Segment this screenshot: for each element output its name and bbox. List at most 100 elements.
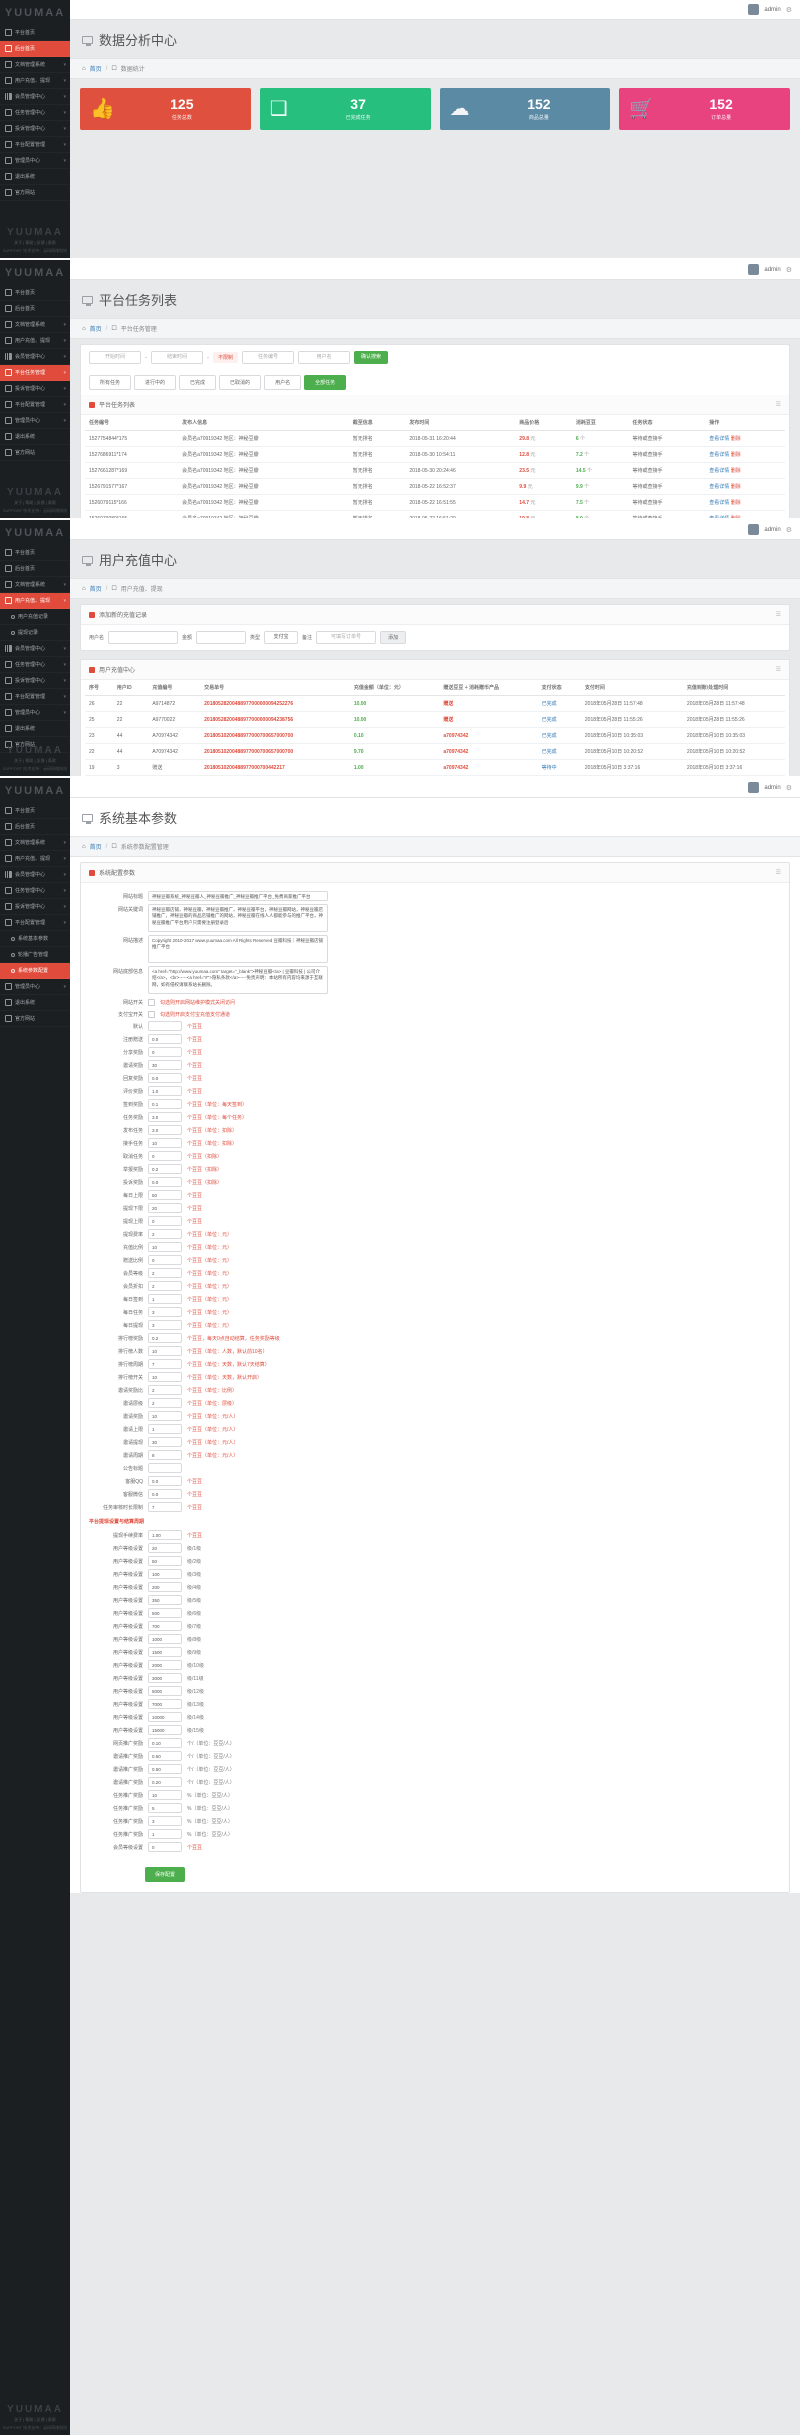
delete-link[interactable]: 删除 — [730, 484, 741, 490]
sidebar-item-7[interactable]: 平台配置管理 ▾ — [0, 397, 70, 413]
breadcrumb-home[interactable]: 首页 — [89, 67, 102, 73]
task-tab-3[interactable]: 已取消的 — [219, 375, 262, 390]
panel-collapse-icon[interactable]: ☰ — [775, 667, 781, 673]
sidebar-item-10[interactable]: 系统参数配置 — [0, 963, 70, 979]
table-row[interactable]: 1526079115*166 会员名a70919342 地区：神秘豆瓣 暂无排名 20… — [85, 494, 785, 511]
sidebar-item-9[interactable]: 轮播广告管理 — [0, 947, 70, 963]
sidebar-nav[interactable]: 平台首页 后台首页 文档管理系统 ▾ 用户充值、提现 ▾ 会员管理中心 ▾ 平台任务管理 ▾ 投诉管… — [0, 285, 70, 461]
sidebar-item-5[interactable]: 提现记录 — [0, 625, 70, 641]
table-row[interactable]: 25 22 A9770022 2018052820048897700000009423… — [85, 711, 785, 728]
sidebar-item-5[interactable]: 平台任务管理 ▾ — [0, 365, 70, 381]
footer-links[interactable]: 关于 | 帮助 | 反馈 | 条款 — [14, 240, 56, 245]
settings-input[interactable]: 7 — [148, 1358, 182, 1369]
settings-input[interactable]: 30 — [148, 1059, 182, 1070]
task-tab-4[interactable]: 用户名 — [264, 375, 302, 390]
view-detail-link[interactable]: 查看详情 — [709, 468, 730, 474]
settings-input[interactable]: 0.0 — [148, 1033, 182, 1044]
amount-input[interactable] — [196, 631, 247, 644]
type-select[interactable]: 支付宝 — [264, 631, 299, 644]
sidebar-item-3[interactable]: 用户充值、提现 ▾ — [0, 593, 70, 609]
sidebar-item-4[interactable]: 用户充值记录 — [0, 609, 70, 625]
settings-input[interactable]: 30 — [148, 1436, 182, 1447]
end-date-input[interactable]: 结束时间 — [151, 351, 203, 364]
settings-input[interactable]: 3.0 — [148, 1111, 182, 1122]
settings-input[interactable]: 1500 — [148, 1646, 182, 1657]
settings-input[interactable]: 20 — [148, 1202, 182, 1213]
sidebar-item-3[interactable]: 用户充值、提现 ▾ — [0, 333, 70, 349]
sidebar-item-1[interactable]: 后台首页 — [0, 301, 70, 317]
settings-input[interactable]: 0.2 — [148, 1332, 182, 1343]
settings-input[interactable]: 2 — [148, 1228, 182, 1239]
sidebar-nav[interactable]: 平台首页 后台首页 文档管理系统 ▾ 用户充值、提现 ▾ 会员管理中心 ▾ 任务管理中心 ▾ 投诉管… — [0, 803, 70, 1027]
settings-input[interactable]: 神秘豆瓣店铺，神秘豆瓣，神秘豆瓣推广，神秘豆瓣平台，神秘豆瓣网站，神秘豆瓣店铺推… — [148, 903, 328, 932]
sidebar-item-2[interactable]: 文档管理系统 ▾ — [0, 577, 70, 593]
search-button[interactable]: 确认搜索 — [354, 351, 389, 364]
gear-icon[interactable]: ⚙ — [785, 6, 792, 14]
settings-input[interactable]: 1 — [148, 1828, 182, 1839]
sidebar-item-13[interactable]: 官方网站 — [0, 1011, 70, 1027]
table-row[interactable]: 1526791577*167 会员名a70919342 地区：神秘豆瓣 暂无排名 20… — [85, 478, 785, 495]
avatar[interactable] — [748, 782, 760, 793]
settings-input[interactable]: 0.1 — [148, 1098, 182, 1109]
settings-input[interactable]: 3 — [148, 1306, 182, 1317]
sidebar-item-10[interactable]: 官方网站 — [0, 445, 70, 461]
view-detail-link[interactable]: 查看详情 — [709, 500, 730, 506]
stat-card-1[interactable]: ❑ 37 已完成任务 — [259, 88, 431, 130]
sidebar-item-0[interactable]: 平台首页 — [0, 803, 70, 819]
settings-input[interactable]: 0.10 — [148, 1737, 182, 1748]
footer-links[interactable]: 关于 | 帮助 | 反馈 | 条款 — [14, 2417, 56, 2422]
settings-input[interactable]: 0.50 — [148, 1750, 182, 1761]
sidebar-item-8[interactable]: 投诉管理中心 ▾ — [0, 673, 70, 689]
gear-icon[interactable]: ⚙ — [785, 784, 792, 792]
sidebar-item-1[interactable]: 后台首页 — [0, 819, 70, 835]
settings-input[interactable]: 0 — [148, 1841, 182, 1852]
footer-links[interactable]: 关于 | 帮助 | 反馈 | 条款 — [14, 758, 56, 763]
sidebar-item-2[interactable]: 文档管理系统 ▾ — [0, 835, 70, 851]
task-tab-1[interactable]: 进行中的 — [134, 375, 177, 390]
settings-input[interactable]: 0.2 — [148, 1163, 182, 1174]
settings-input[interactable]: 10 — [148, 1789, 182, 1800]
settings-input[interactable]: 8 — [148, 1449, 182, 1460]
gear-icon[interactable]: ⚙ — [785, 526, 792, 534]
topbar-username[interactable]: admin — [764, 784, 781, 791]
sidebar-item-1[interactable]: 后台首页 — [0, 561, 70, 577]
sidebar-item-3[interactable]: 用户充值、提现 ▾ — [0, 73, 70, 89]
settings-input[interactable]: 10 — [148, 1345, 182, 1356]
settings-input[interactable] — [148, 1462, 182, 1473]
settings-checkbox[interactable] — [148, 998, 155, 1006]
settings-input[interactable]: 20 — [148, 1542, 182, 1553]
sidebar-item-12[interactable]: 退出系统 — [0, 995, 70, 1011]
sidebar-item-6[interactable]: 投诉管理中心 ▾ — [0, 121, 70, 137]
settings-input[interactable]: 1.00 — [148, 1529, 182, 1540]
settings-input[interactable]: 200 — [148, 1581, 182, 1592]
footer-links[interactable]: 关于 | 帮助 | 反馈 | 条款 — [14, 500, 56, 505]
settings-input[interactable]: 3000 — [148, 1672, 182, 1683]
table-row[interactable]: 22 44 A70974342 201805102004889770007006570… — [85, 743, 785, 760]
settings-input[interactable]: 10 — [148, 1241, 182, 1252]
settings-input[interactable]: 3 — [148, 1815, 182, 1826]
sidebar-item-10[interactable]: 官方网站 — [0, 185, 70, 201]
settings-input[interactable]: 1000 — [148, 1633, 182, 1644]
sidebar-item-6[interactable]: 投诉管理中心 ▾ — [0, 899, 70, 915]
sidebar-item-9[interactable]: 退出系统 — [0, 429, 70, 445]
remark-input[interactable]: 可填写订单号 — [316, 631, 377, 644]
username-input[interactable]: 用户名 — [298, 351, 351, 364]
settings-input[interactable]: 15000 — [148, 1724, 182, 1735]
sidebar-item-4[interactable]: 会员管理中心 ▾ — [0, 867, 70, 883]
settings-input[interactable]: 3 — [148, 1319, 182, 1330]
sidebar-item-7[interactable]: 平台配置管理 ▾ — [0, 915, 70, 931]
settings-input[interactable]: 0.0 — [148, 1475, 182, 1486]
submit-recharge-button[interactable]: 添加 — [380, 631, 407, 644]
settings-input[interactable]: 50 — [148, 1189, 182, 1200]
sidebar-nav[interactable]: 平台首页 后台首页 文档管理系统 ▾ 用户充值、提现 ▾ 会员管理中心 ▾ 任务管理中心 ▾ 投诉管… — [0, 25, 70, 201]
settings-checkbox[interactable] — [148, 1010, 155, 1018]
view-detail-link[interactable]: 查看详情 — [709, 516, 729, 518]
settings-input[interactable]: 神秘豆瓣系统_神秘豆瓣人_神秘豆瓣推广_神秘豆瓣推广平台_免费商家推广平台 — [148, 890, 328, 901]
settings-input[interactable]: 0 — [148, 1150, 182, 1161]
settings-input[interactable]: 10 — [148, 1371, 182, 1382]
settings-input[interactable]: 2000 — [148, 1659, 182, 1670]
settings-input[interactable]: 50 — [148, 1555, 182, 1566]
delete-link[interactable]: 删除 — [731, 516, 741, 518]
settings-input[interactable]: 0 — [148, 1046, 182, 1057]
table-row[interactable]: 1870a13249181000020071007006570009770031… — [85, 775, 785, 776]
